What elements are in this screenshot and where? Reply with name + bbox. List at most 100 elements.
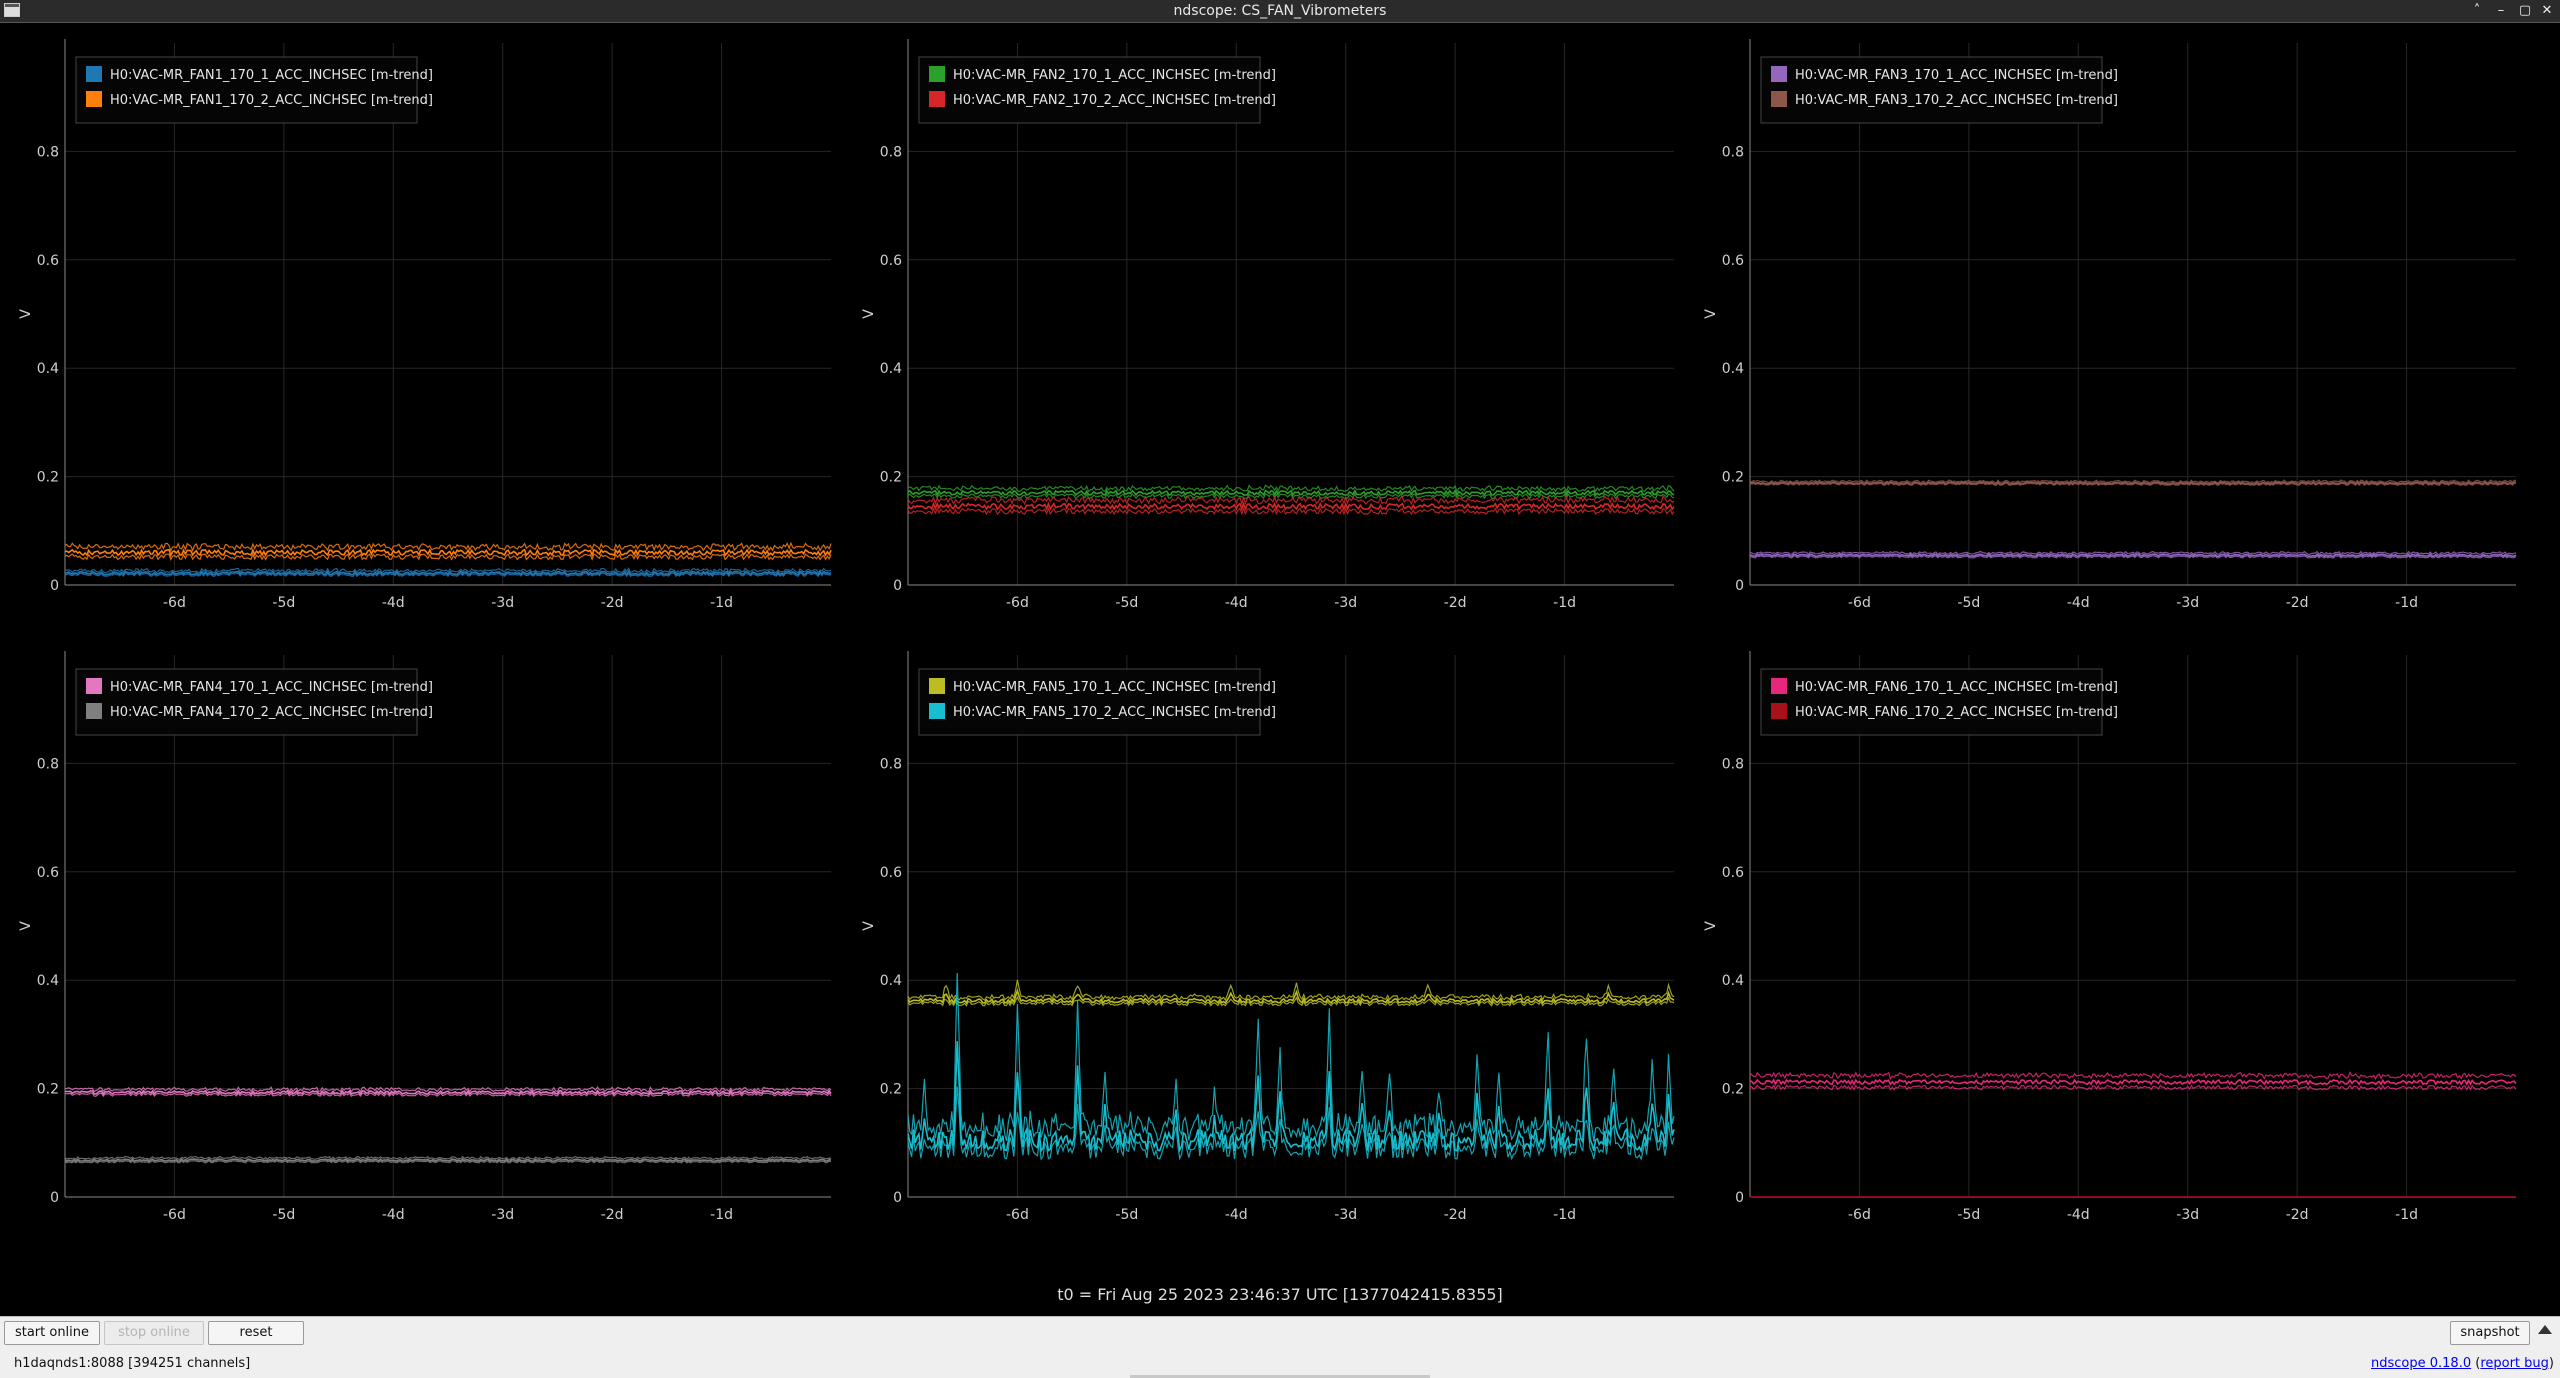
series-min-line bbox=[64, 1159, 832, 1164]
y-tick-label: 0.2 bbox=[37, 470, 59, 486]
app-menu-icon[interactable] bbox=[4, 3, 20, 17]
title-bar: ndscope: CS_FAN_Vibrometers ˄ – ▢ ✕ bbox=[0, 0, 2560, 23]
x-tick-label: -3d bbox=[1334, 1207, 1357, 1223]
plot-panel-1[interactable]: -6d -5d -4d -3d -2d -1d 0 0.2 0.4 0.6 0.8 V H0:VAC-M… bbox=[0, 23, 843, 635]
series-max-line bbox=[907, 484, 1675, 494]
series-max-line bbox=[1749, 1071, 2517, 1081]
reset-button[interactable]: reset bbox=[208, 1321, 304, 1345]
minimize-icon[interactable]: – bbox=[2497, 3, 2505, 18]
legend-box bbox=[918, 668, 1261, 736]
legend-entry: H0:VAC-MR_FAN1_170_2_ACC_INCHSEC [m-tren… bbox=[110, 93, 433, 108]
series-min-line bbox=[907, 506, 1675, 516]
series-min-line bbox=[64, 571, 832, 578]
y-tick-label: 0 bbox=[1735, 578, 1744, 594]
maximize-icon[interactable]: ▢ bbox=[2518, 3, 2532, 18]
series-mean-line bbox=[907, 987, 1675, 1005]
series-max-line bbox=[64, 1085, 832, 1093]
series-trace bbox=[907, 979, 1675, 1007]
stop-online-button[interactable]: stop online bbox=[104, 1321, 204, 1345]
y-tick-label: 0.4 bbox=[880, 361, 902, 377]
x-tick-label: -1d bbox=[1553, 1207, 1576, 1223]
legend-swatch bbox=[929, 703, 945, 719]
keep-above-icon[interactable]: ˄ bbox=[2473, 3, 2481, 18]
legend-entry: H0:VAC-MR_FAN6_170_1_ACC_INCHSEC [m-tren… bbox=[1795, 680, 2118, 695]
collapse-icon[interactable] bbox=[2538, 1325, 2552, 1334]
x-tick-label: -6d bbox=[1848, 595, 1871, 611]
start-online-button[interactable]: start online bbox=[4, 1321, 100, 1345]
x-tick-label: -2d bbox=[1444, 595, 1467, 611]
legend-entry: H0:VAC-MR_FAN4_170_1_ACC_INCHSEC [m-tren… bbox=[110, 680, 433, 695]
x-tick-label: -4d bbox=[2067, 595, 2090, 611]
y-tick-label: 0.8 bbox=[880, 756, 902, 772]
plot-svg: -6d -5d -4d -3d -2d -1d 0 0.2 0.4 0.6 0.8 V H0:VAC-M… bbox=[861, 651, 1675, 1223]
series-max-line bbox=[64, 541, 832, 553]
y-tick-label: 0.8 bbox=[1722, 144, 1744, 160]
legend: H0:VAC-MR_FAN5_170_1_ACC_INCHSEC [m-tren… bbox=[918, 668, 1276, 736]
x-tick-label: -1d bbox=[710, 1207, 733, 1223]
x-tick-label: -6d bbox=[1006, 1207, 1029, 1223]
close-icon[interactable]: ✕ bbox=[2541, 3, 2553, 18]
plot-panel-5[interactable]: -6d -5d -4d -3d -2d -1d 0 0.2 0.4 0.6 0.8 V H0:VAC-M… bbox=[843, 635, 1686, 1247]
y-tick-label: 0.2 bbox=[37, 1082, 59, 1098]
series-max-line bbox=[64, 1155, 832, 1161]
series-max-line bbox=[64, 567, 832, 574]
version-link[interactable]: ndscope 0.18.0 bbox=[2371, 1356, 2472, 1371]
x-tick-label: -6d bbox=[163, 595, 186, 611]
toolbar: start online stop online reset snapshot bbox=[0, 1316, 2560, 1351]
snapshot-button[interactable]: snapshot bbox=[2450, 1321, 2530, 1345]
series-mean-line bbox=[907, 501, 1675, 512]
series-min-line bbox=[1749, 554, 2517, 559]
legend-entry: H0:VAC-MR_FAN3_170_1_ACC_INCHSEC [m-tren… bbox=[1795, 68, 2118, 83]
legend-entry: H0:VAC-MR_FAN4_170_2_ACC_INCHSEC [m-tren… bbox=[110, 705, 433, 720]
report-bug-link[interactable]: report bug bbox=[2480, 1356, 2549, 1371]
plot-svg: -6d -5d -4d -3d -2d -1d 0 0.2 0.4 0.6 0.8 V H0:VAC-M… bbox=[18, 39, 832, 611]
y-tick-label: 0.4 bbox=[37, 973, 59, 989]
x-tick-label: -1d bbox=[1553, 595, 1576, 611]
y-axis-label: V bbox=[861, 309, 877, 319]
series-trace bbox=[64, 1155, 832, 1164]
legend-swatch bbox=[1771, 678, 1787, 694]
legend-swatch bbox=[86, 66, 102, 82]
plot-svg: -6d -5d -4d -3d -2d -1d 0 0.2 0.4 0.6 0.8 V H0:VAC-M… bbox=[1703, 651, 2517, 1223]
legend-swatch bbox=[1771, 703, 1787, 719]
resize-grip[interactable] bbox=[1130, 1375, 1430, 1378]
series-mean-line bbox=[64, 1089, 832, 1096]
plot-panel-3[interactable]: -6d -5d -4d -3d -2d -1d 0 0.2 0.4 0.6 0.8 V H0:VAC-M… bbox=[1685, 23, 2528, 635]
window-title: ndscope: CS_FAN_Vibrometers bbox=[1173, 3, 1387, 19]
legend-swatch bbox=[929, 678, 945, 694]
series-min-line bbox=[1749, 1084, 2517, 1091]
series-max-line bbox=[907, 972, 1675, 1142]
y-tick-label: 0.6 bbox=[1722, 253, 1744, 269]
x-tick-label: -2d bbox=[1444, 1207, 1467, 1223]
plot-grid: -6d -5d -4d -3d -2d -1d 0 0.2 0.4 0.6 0.8 V H0:VAC-M… bbox=[0, 23, 2560, 1315]
series-trace bbox=[64, 567, 832, 578]
version-info: ndscope 0.18.0 (report bug) bbox=[2371, 1356, 2554, 1371]
series-trace bbox=[1749, 550, 2517, 559]
series-max-line bbox=[1749, 550, 2517, 556]
plot-panel-2[interactable]: -6d -5d -4d -3d -2d -1d 0 0.2 0.4 0.6 0.8 V H0:VAC-M… bbox=[843, 23, 1686, 635]
x-tick-label: -2d bbox=[2286, 1207, 2309, 1223]
legend-box bbox=[918, 56, 1261, 124]
legend-box bbox=[1760, 56, 2103, 124]
x-tick-label: -4d bbox=[1225, 1207, 1248, 1223]
plot-panel-6[interactable]: -6d -5d -4d -3d -2d -1d 0 0.2 0.4 0.6 0.8 V H0:VAC-M… bbox=[1685, 635, 2528, 1247]
series-mean-line bbox=[1749, 480, 2517, 486]
plot-panel-4[interactable]: -6d -5d -4d -3d -2d -1d 0 0.2 0.4 0.6 0.8 V H0:VAC-M… bbox=[0, 635, 843, 1247]
series-min-line bbox=[1749, 482, 2517, 487]
y-tick-label: 0.6 bbox=[37, 865, 59, 881]
legend-entry: H0:VAC-MR_FAN2_170_2_ACC_INCHSEC [m-tren… bbox=[953, 93, 1276, 108]
legend-box bbox=[75, 56, 418, 124]
x-tick-label: -5d bbox=[1957, 595, 1980, 611]
series-max-line bbox=[1749, 479, 2516, 484]
status-bar: h1daqnds1:8088 [394251 channels] ndscope… bbox=[0, 1350, 2560, 1378]
x-tick-label: -1d bbox=[2395, 595, 2418, 611]
legend-entry: H0:VAC-MR_FAN5_170_1_ACC_INCHSEC [m-tren… bbox=[953, 680, 1276, 695]
x-tick-label: -3d bbox=[2176, 1207, 2199, 1223]
legend-entry: H0:VAC-MR_FAN2_170_1_ACC_INCHSEC [m-tren… bbox=[953, 68, 1276, 83]
y-tick-label: 0 bbox=[893, 1190, 902, 1206]
y-tick-label: 0 bbox=[1735, 1190, 1744, 1206]
legend: H0:VAC-MR_FAN3_170_1_ACC_INCHSEC [m-tren… bbox=[1760, 56, 2118, 124]
legend-box bbox=[1760, 668, 2103, 736]
series-min-line bbox=[907, 1086, 1675, 1161]
x-tick-label: -5d bbox=[1957, 1207, 1980, 1223]
